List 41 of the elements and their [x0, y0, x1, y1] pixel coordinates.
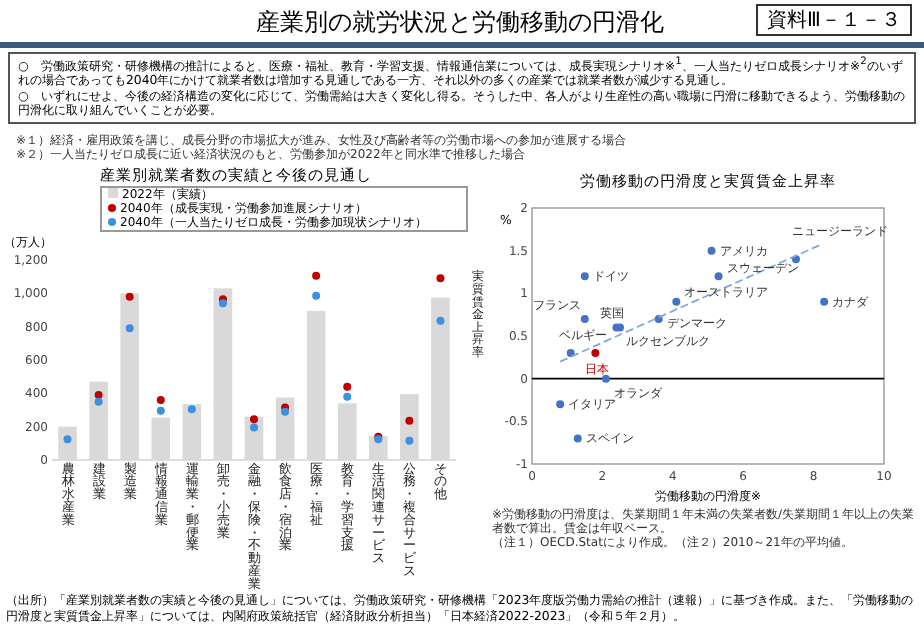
bar — [213, 288, 233, 460]
point — [436, 316, 445, 325]
bar — [182, 404, 202, 460]
point — [94, 391, 103, 399]
point — [580, 272, 589, 281]
text: 産業別の就労状況と労働移動の円滑化 — [254, 6, 666, 38]
point — [714, 272, 723, 281]
bar — [275, 397, 295, 460]
bar — [337, 403, 357, 460]
point — [343, 382, 352, 391]
bar — [120, 293, 140, 460]
point — [436, 274, 445, 283]
point — [94, 397, 103, 406]
bar — [431, 297, 450, 460]
bar — [58, 426, 77, 460]
bar — [400, 394, 419, 460]
point — [250, 423, 258, 432]
point — [556, 400, 565, 409]
point — [250, 415, 258, 424]
point — [820, 297, 829, 306]
bar — [306, 310, 326, 460]
point — [187, 405, 196, 414]
point — [566, 349, 575, 358]
point — [312, 271, 321, 280]
point — [405, 436, 414, 445]
point — [405, 416, 414, 425]
point — [580, 314, 589, 323]
point — [573, 434, 582, 443]
point — [672, 297, 681, 306]
text: 資料Ⅲ－１－３ — [756, 4, 912, 36]
point — [156, 406, 165, 415]
bar — [89, 381, 108, 460]
point — [156, 396, 165, 404]
point — [601, 374, 610, 383]
point — [125, 292, 134, 301]
bar — [151, 417, 171, 460]
point — [591, 349, 600, 358]
point — [125, 324, 134, 333]
point — [312, 291, 321, 300]
point — [343, 392, 352, 401]
point — [707, 246, 716, 255]
